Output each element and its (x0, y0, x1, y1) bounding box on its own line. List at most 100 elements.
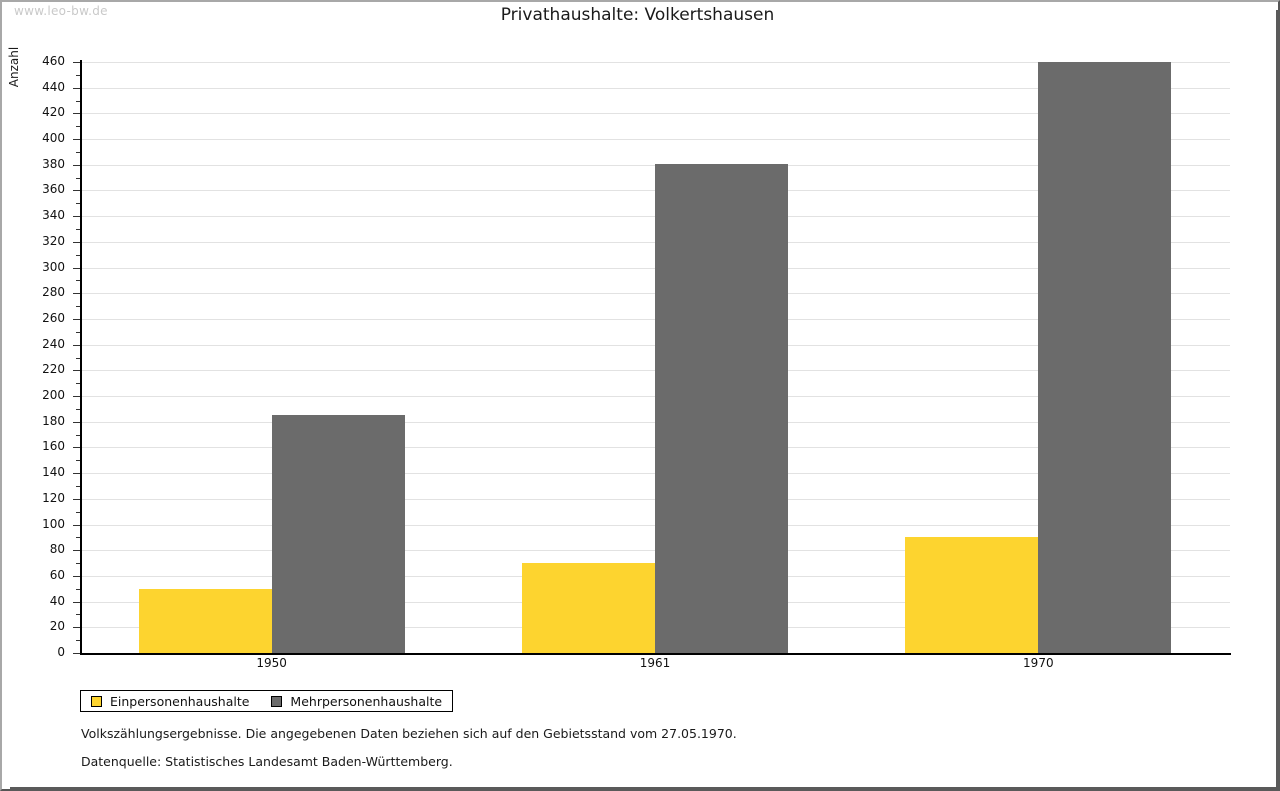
y-axis-tick-label: 380 (42, 157, 65, 171)
y-axis-minor-tick (76, 203, 80, 204)
y-axis-tick (73, 653, 80, 654)
y-axis-tick-label: 0 (57, 645, 65, 659)
y-axis-tick (73, 190, 80, 191)
frame-bottom-shadow (10, 787, 1280, 791)
y-axis-tick (73, 627, 80, 628)
y-axis-minor-tick (76, 614, 80, 615)
x-axis-line (80, 653, 1231, 655)
y-axis-tick-label: 260 (42, 311, 65, 325)
y-axis-tick (73, 447, 80, 448)
x-axis-tick-label: 1961 (639, 656, 671, 670)
x-axis-tick-label: 1970 (1023, 656, 1054, 670)
gridline (80, 62, 1230, 63)
y-axis-minor-tick (76, 512, 80, 513)
y-axis-minor-tick (76, 563, 80, 564)
y-axis-tick-label: 280 (42, 285, 65, 299)
y-axis-minor-tick (76, 178, 80, 179)
chart-legend: Einpersonenhaushalte Mehrpersonenhaushalt… (80, 690, 454, 712)
chart-title: Privathaushalte: Volkertshausen (500, 5, 775, 25)
y-axis-minor-tick (76, 280, 80, 281)
y-axis-tick (73, 473, 80, 474)
plot-area (80, 62, 1230, 653)
y-axis-tick (73, 319, 80, 320)
footnote-data-source: Datenquelle: Statistisches Landesamt Bad… (81, 754, 453, 769)
y-axis-tick (73, 525, 80, 526)
y-axis-tick (73, 550, 80, 551)
y-axis-tick-label: 180 (42, 414, 65, 428)
gridline (80, 88, 1230, 89)
y-axis-tick (73, 499, 80, 500)
y-axis-minor-tick (76, 75, 80, 76)
y-axis-tick (73, 242, 80, 243)
y-axis-minor-tick (76, 486, 80, 487)
y-axis-tick-label: 40 (49, 594, 65, 608)
y-axis-tick-label: 80 (49, 542, 65, 556)
y-axis-tick (73, 602, 80, 603)
y-axis-tick-label: 300 (42, 260, 65, 274)
bar-einpersonenhaushalte-1961[interactable] (522, 563, 655, 653)
y-axis-tick (73, 268, 80, 269)
y-axis-tick-label: 440 (42, 80, 65, 94)
y-axis-tick-label: 20 (49, 619, 65, 633)
y-axis-tick (73, 370, 80, 371)
bar-mehrpersonenhaushalte-1950[interactable] (271, 415, 405, 653)
y-axis-minor-tick (76, 537, 80, 538)
legend-swatch-icon (271, 695, 283, 707)
y-axis-minor-tick (76, 255, 80, 256)
y-axis-minor-tick (76, 640, 80, 641)
y-axis-minor-tick (76, 435, 80, 436)
y-axis-tick-label: 200 (42, 388, 65, 402)
legend-entry[interactable]: Mehrpersonenhaushalte (271, 694, 442, 709)
gridline (80, 139, 1230, 140)
legend-label: Einpersonenhaushalte (110, 693, 250, 709)
y-axis-minor-tick (76, 126, 80, 127)
bar-einpersonenhaushalte-1950[interactable] (138, 588, 272, 653)
y-axis-tick (73, 62, 80, 63)
x-axis-tick-label: 1950 (256, 656, 287, 670)
y-axis-minor-tick (76, 460, 80, 461)
footnote-census-note: Volkszählungsergebnisse. Die angegebenen… (81, 726, 737, 741)
y-axis-tick-label: 220 (42, 362, 65, 376)
y-axis-tick-label: 160 (42, 439, 65, 453)
y-axis-minor-tick (76, 589, 80, 590)
y-axis-tick-label: 460 (42, 54, 65, 68)
y-axis-minor-tick (76, 332, 80, 333)
frame-right-shadow (1276, 10, 1280, 791)
bar-einpersonenhaushalte-1970[interactable] (905, 537, 1039, 653)
y-axis-tick (73, 293, 80, 294)
y-axis-tick-label: 60 (49, 568, 65, 582)
y-axis-tick-label: 140 (42, 465, 65, 479)
legend-label: Mehrpersonenhaushalte (290, 693, 443, 709)
bar-mehrpersonenhaushalte-1970[interactable] (1038, 62, 1172, 653)
y-axis-line (80, 60, 82, 655)
watermark-label: www.leo-bw.de (14, 4, 108, 18)
y-axis-tick-label: 400 (42, 131, 65, 145)
y-axis-tick-label: 240 (42, 337, 65, 351)
y-axis-tick (73, 216, 80, 217)
y-axis-tick-label: 120 (42, 491, 65, 505)
y-axis-tick (73, 88, 80, 89)
y-axis-tick (73, 165, 80, 166)
legend-entry[interactable]: Einpersonenhaushalte (91, 694, 249, 709)
y-axis-minor-tick (76, 409, 80, 410)
bar-mehrpersonenhaushalte-1961[interactable] (655, 163, 788, 653)
y-axis-tick-label: 360 (42, 182, 65, 196)
y-axis-minor-tick (76, 383, 80, 384)
y-axis-minor-tick (76, 358, 80, 359)
y-axis-minor-tick (76, 152, 80, 153)
y-axis-tick (73, 422, 80, 423)
y-axis-tick (73, 139, 80, 140)
legend-swatch-icon (91, 695, 102, 707)
y-axis-minor-tick (76, 306, 80, 307)
y-axis-minor-tick (76, 229, 80, 230)
y-axis-tick (73, 345, 80, 346)
y-axis-tick-label: 420 (42, 105, 65, 119)
y-axis-tick-label: 340 (42, 208, 65, 222)
y-axis-tick (73, 576, 80, 577)
y-axis-tick (73, 396, 80, 397)
y-axis-minor-tick (76, 101, 80, 102)
gridline (80, 113, 1230, 114)
y-axis-tick-label: 100 (42, 517, 65, 531)
y-axis-tick (73, 113, 80, 114)
